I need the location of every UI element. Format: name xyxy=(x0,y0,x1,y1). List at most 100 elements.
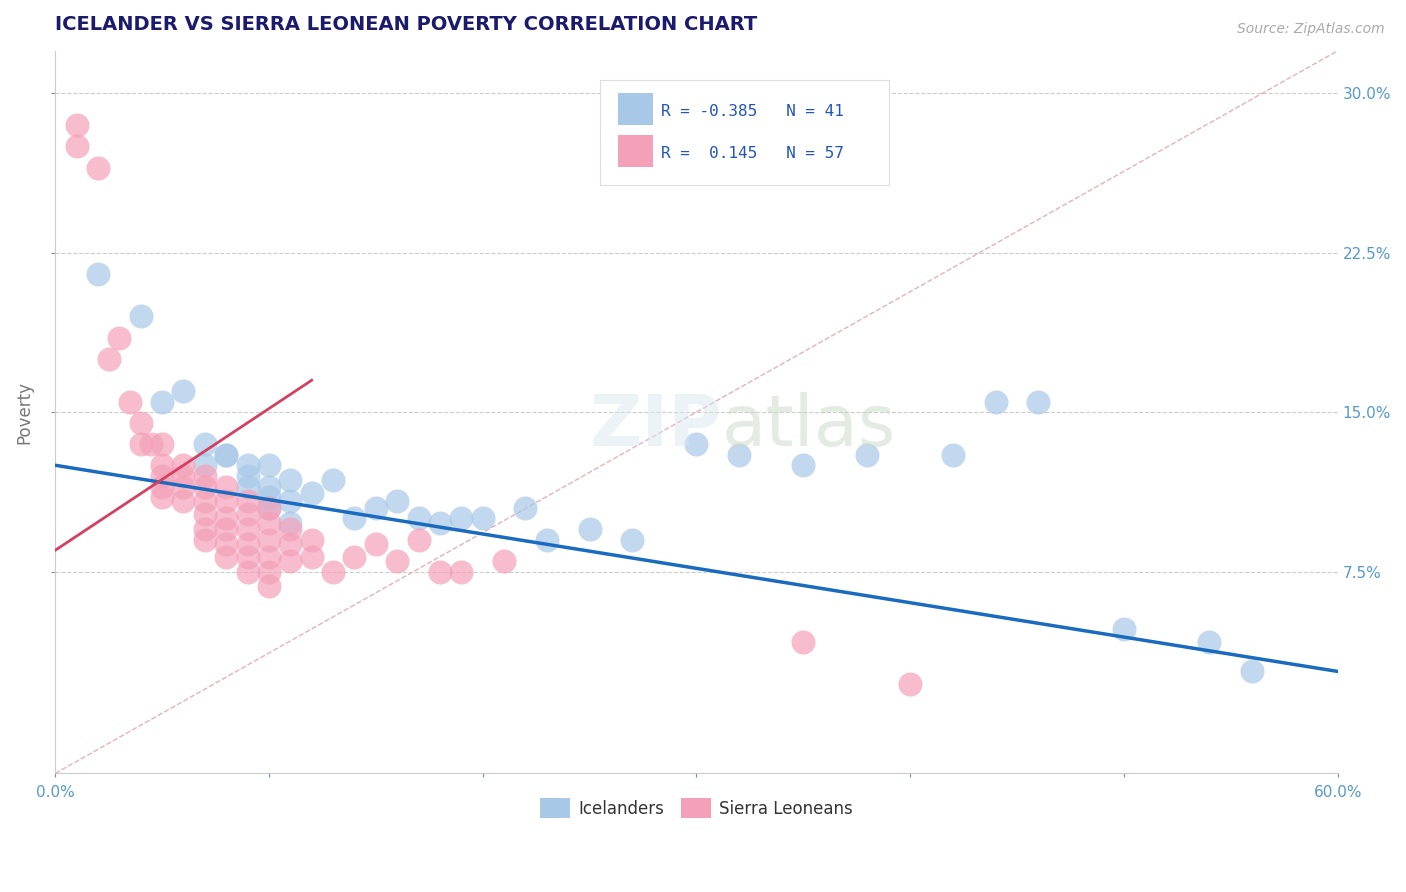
Point xyxy=(408,533,430,547)
Point xyxy=(364,500,387,515)
Point xyxy=(87,161,110,175)
Point xyxy=(215,448,238,462)
Text: ICELANDER VS SIERRA LEONEAN POVERTY CORRELATION CHART: ICELANDER VS SIERRA LEONEAN POVERTY CORR… xyxy=(55,15,758,34)
Point xyxy=(150,437,173,451)
Point xyxy=(172,458,194,473)
Point xyxy=(278,473,301,487)
Point xyxy=(257,500,280,515)
Point xyxy=(278,516,301,530)
Text: R = -0.385   N = 41: R = -0.385 N = 41 xyxy=(661,104,844,119)
Point xyxy=(236,479,259,493)
Point xyxy=(129,310,152,324)
Point xyxy=(387,494,409,508)
Point xyxy=(515,500,537,515)
Point xyxy=(685,437,707,451)
Y-axis label: Poverty: Poverty xyxy=(15,381,32,443)
Point xyxy=(150,479,173,493)
Point xyxy=(257,565,280,579)
Point xyxy=(301,533,323,547)
Point xyxy=(364,537,387,551)
Text: ZIP: ZIP xyxy=(591,392,723,461)
Point xyxy=(129,416,152,430)
Point xyxy=(278,554,301,568)
Point xyxy=(728,448,751,462)
Point xyxy=(257,490,280,504)
Point xyxy=(898,677,921,691)
Point xyxy=(236,469,259,483)
Point xyxy=(236,522,259,536)
Point xyxy=(194,437,217,451)
Point xyxy=(129,437,152,451)
Point xyxy=(150,469,173,483)
Point xyxy=(322,473,344,487)
Text: atlas: atlas xyxy=(723,392,897,461)
Point xyxy=(257,579,280,593)
Point xyxy=(236,537,259,551)
Point xyxy=(301,486,323,500)
Text: R =  0.145   N = 57: R = 0.145 N = 57 xyxy=(661,146,844,161)
Point xyxy=(97,351,120,366)
Point xyxy=(856,448,879,462)
Point xyxy=(278,522,301,536)
Point xyxy=(87,267,110,281)
Point xyxy=(301,549,323,564)
Point xyxy=(621,533,644,547)
Point xyxy=(792,634,814,648)
Point xyxy=(278,537,301,551)
Point xyxy=(429,565,451,579)
Point xyxy=(150,394,173,409)
Text: Source: ZipAtlas.com: Source: ZipAtlas.com xyxy=(1237,22,1385,37)
Point xyxy=(257,533,280,547)
Point xyxy=(172,469,194,483)
Point xyxy=(792,458,814,473)
Point xyxy=(141,437,163,451)
Point xyxy=(1198,634,1220,648)
Point xyxy=(194,479,217,493)
Point xyxy=(215,494,238,508)
Point xyxy=(215,549,238,564)
Point xyxy=(322,565,344,579)
Point xyxy=(1241,665,1264,679)
Point xyxy=(215,448,238,462)
Point xyxy=(257,500,280,515)
Point xyxy=(65,139,87,153)
Point xyxy=(150,458,173,473)
Point xyxy=(194,522,217,536)
Point xyxy=(236,494,259,508)
Point xyxy=(471,511,494,525)
Point xyxy=(1112,622,1135,636)
Point xyxy=(215,522,238,536)
Point xyxy=(65,118,87,132)
Point xyxy=(494,554,516,568)
Point xyxy=(236,549,259,564)
Point xyxy=(172,479,194,493)
Point xyxy=(194,458,217,473)
Point xyxy=(194,507,217,521)
Point xyxy=(194,533,217,547)
Point xyxy=(236,507,259,521)
Point xyxy=(257,549,280,564)
Point xyxy=(343,511,366,525)
Point xyxy=(387,554,409,568)
Point xyxy=(450,511,472,525)
Point xyxy=(172,494,194,508)
Point xyxy=(194,494,217,508)
Point xyxy=(942,448,965,462)
Point xyxy=(450,565,472,579)
Point xyxy=(343,549,366,564)
Point xyxy=(118,394,141,409)
Point xyxy=(215,479,238,493)
FancyBboxPatch shape xyxy=(600,79,889,185)
Point xyxy=(215,511,238,525)
Point xyxy=(108,331,131,345)
Point xyxy=(1028,394,1050,409)
Point xyxy=(578,522,600,536)
Point xyxy=(172,384,194,398)
Point xyxy=(278,494,301,508)
Point xyxy=(257,458,280,473)
Point xyxy=(984,394,1007,409)
Point xyxy=(429,516,451,530)
Point xyxy=(150,490,173,504)
Point xyxy=(257,516,280,530)
Point xyxy=(236,458,259,473)
